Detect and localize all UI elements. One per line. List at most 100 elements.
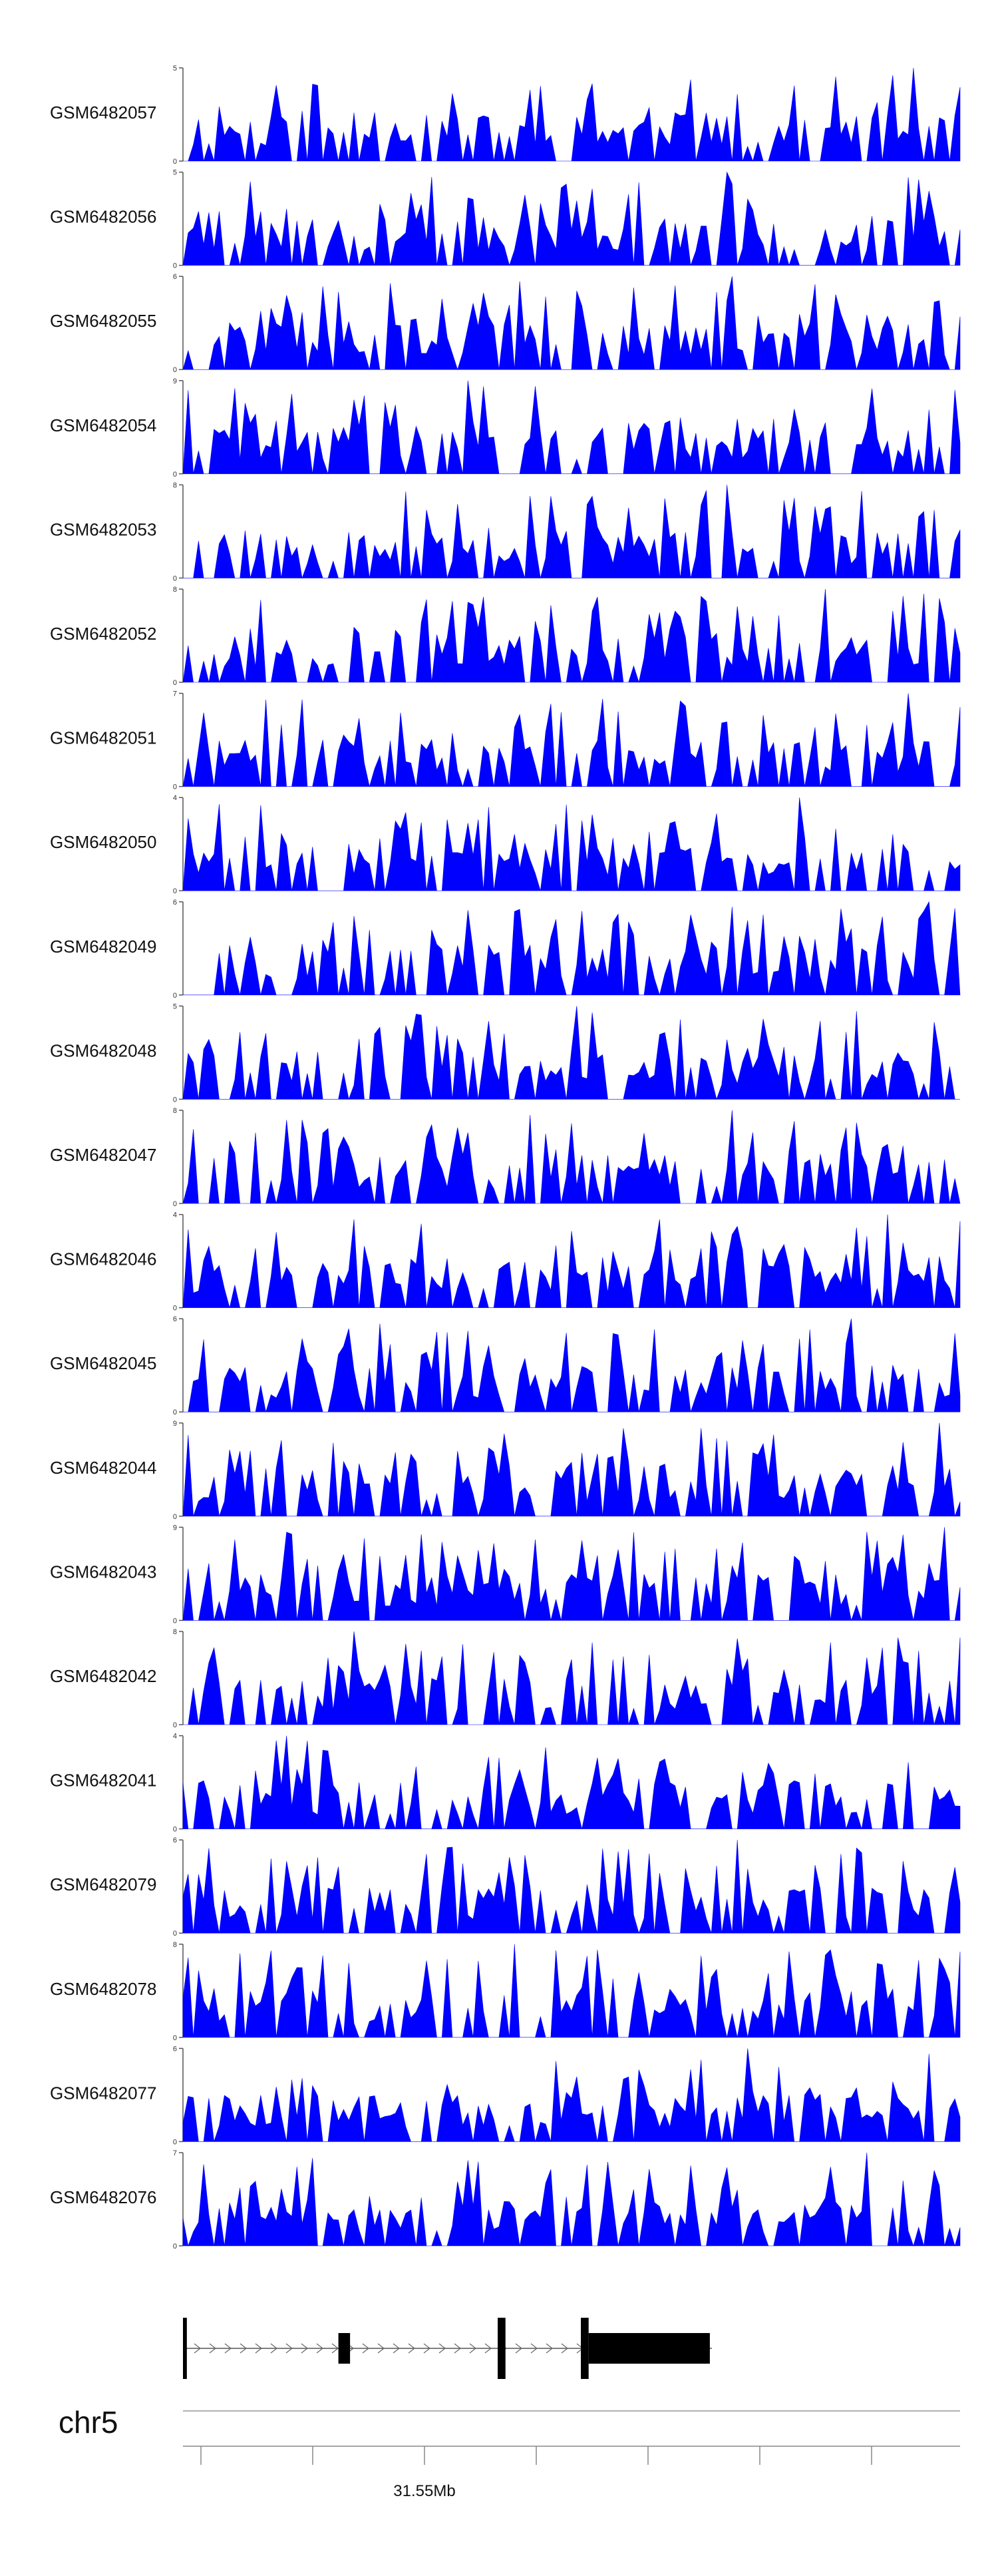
y-tick-label-min: 0: [173, 574, 177, 582]
track-label: GSM6482044: [50, 1458, 156, 1478]
track-label: GSM6482042: [50, 1666, 156, 1686]
y-tick-label-max: 9: [173, 1524, 177, 1532]
strand-arrow: [530, 2343, 538, 2354]
track-GSM6482056: GSM6482056 5 0: [50, 169, 961, 270]
track-label: GSM6482056: [50, 207, 156, 227]
y-tick-label-min: 0: [173, 471, 177, 479]
track-GSM6482046: GSM6482046 4 0: [50, 1211, 961, 1313]
strand-arrow: [469, 2343, 476, 2354]
coverage-area: [182, 2048, 961, 2142]
strand-arrow: [454, 2343, 461, 2354]
track-GSM6482055: GSM6482055 6 0: [50, 273, 961, 374]
coverage-tracks: GSM648205750GSM648205650GSM648205560GSM6…: [50, 65, 961, 2251]
strand-arrow: [393, 2343, 400, 2354]
track-label: GSM6482055: [50, 311, 156, 331]
coverage-area: [182, 380, 961, 475]
y-tick-label-max: 7: [173, 690, 177, 698]
track-GSM6482047: GSM6482047 8 0: [50, 1107, 961, 1208]
track-label: GSM6482041: [50, 1771, 156, 1791]
y-tick-label-min: 0: [173, 992, 177, 1000]
strand-arrow: [270, 2343, 277, 2354]
strand-arrow: [515, 2343, 522, 2354]
chromosome-label: chr5: [59, 2405, 118, 2440]
strand-arrow: [546, 2343, 553, 2354]
coverage-area: [183, 1631, 961, 1725]
y-tick-label-min: 0: [173, 366, 177, 374]
y-tick-label-min: 0: [173, 887, 177, 895]
y-tick-label-min: 0: [173, 679, 177, 687]
coverage-area: [182, 1110, 961, 1204]
track-label: GSM6482077: [50, 2083, 156, 2103]
coverage-area: [182, 2152, 961, 2247]
strand-arrow: [316, 2343, 323, 2354]
track-GSM6482050: GSM6482050 4 0: [50, 794, 961, 895]
strand-arrow: [301, 2343, 308, 2354]
strand-arrow: [377, 2343, 385, 2354]
gene-model: [183, 2318, 712, 2379]
coverage-area: [182, 1006, 960, 1100]
strand-arrow: [561, 2343, 568, 2354]
track-GSM6482076: GSM6482076 7 0: [50, 2149, 961, 2251]
y-tick-label-max: 9: [173, 377, 177, 385]
track-GSM6482053: GSM6482053 8 0: [50, 481, 961, 582]
strand-arrow: [209, 2343, 216, 2354]
y-tick-label-max: 4: [173, 1733, 177, 1741]
exon: [498, 2318, 506, 2379]
strand-arrow: [224, 2343, 232, 2354]
y-tick-label-max: 7: [173, 2149, 177, 2157]
strand-arrow: [194, 2343, 201, 2354]
strand-arrow: [331, 2343, 339, 2354]
y-tick-label-max: 5: [173, 169, 177, 177]
coverage-area: [182, 1422, 961, 1517]
y-tick-label-max: 6: [173, 2045, 177, 2053]
coverage-area: [182, 588, 961, 684]
strand-arrow: [484, 2343, 492, 2354]
track-label: GSM6482043: [50, 1562, 156, 1582]
strand-arrow: [438, 2343, 446, 2354]
track-GSM6482044: GSM6482044 9 0: [50, 1420, 961, 1521]
y-tick-label-max: 9: [173, 1420, 177, 1428]
y-tick-label-min: 0: [173, 1513, 177, 1521]
exon: [183, 2318, 187, 2379]
y-tick-label-min: 0: [173, 1200, 177, 1208]
y-tick-label-min: 0: [173, 2243, 177, 2251]
track-label: GSM6482054: [50, 415, 156, 435]
position-label: 31.55Mb: [393, 2482, 455, 2500]
exon: [338, 2333, 351, 2364]
coverage-area: [183, 1319, 961, 1412]
track-GSM6482043: GSM6482043 9 0: [50, 1524, 961, 1625]
track-GSM6482051: GSM6482051 7 0: [50, 690, 961, 791]
track-label: GSM6482076: [50, 2187, 156, 2207]
strand-arrow: [240, 2343, 247, 2354]
y-tick-label-max: 8: [173, 1941, 177, 1949]
y-tick-label-min: 0: [173, 783, 177, 791]
strand-arrow: [423, 2343, 430, 2354]
y-tick-label-max: 8: [173, 1628, 177, 1636]
coverage-area: [182, 276, 961, 371]
track-GSM6482041: GSM6482041 4 0: [50, 1733, 961, 1834]
y-tick-label-max: 4: [173, 794, 177, 802]
coverage-area: [182, 171, 961, 266]
track-GSM6482057: GSM6482057 5 0: [50, 65, 961, 166]
coverage-area: [182, 1735, 961, 1829]
coverage-area: [183, 901, 961, 996]
y-tick-label-max: 5: [173, 1002, 177, 1010]
y-tick-label-min: 0: [173, 2138, 177, 2146]
y-tick-label-min: 0: [173, 262, 177, 270]
track-label: GSM6482048: [50, 1040, 156, 1060]
strand-arrow: [285, 2343, 293, 2354]
coverage-area: [183, 485, 961, 579]
track-GSM6482048: GSM6482048 5 0: [50, 1002, 960, 1104]
exon: [588, 2333, 710, 2364]
strand-arrow: [408, 2343, 415, 2354]
track-label: GSM6482051: [50, 728, 156, 748]
track-label: GSM6482052: [50, 624, 156, 644]
coverage-area: [182, 1527, 961, 1621]
track-GSM6482045: GSM6482045 6 0: [50, 1315, 961, 1416]
track-label: GSM6482049: [50, 937, 156, 957]
track-GSM6482049: GSM6482049 6 0: [50, 899, 961, 1000]
track-label: GSM6482045: [50, 1353, 156, 1373]
coverage-area: [182, 1840, 961, 1934]
y-tick-label-min: 0: [173, 1408, 177, 1416]
